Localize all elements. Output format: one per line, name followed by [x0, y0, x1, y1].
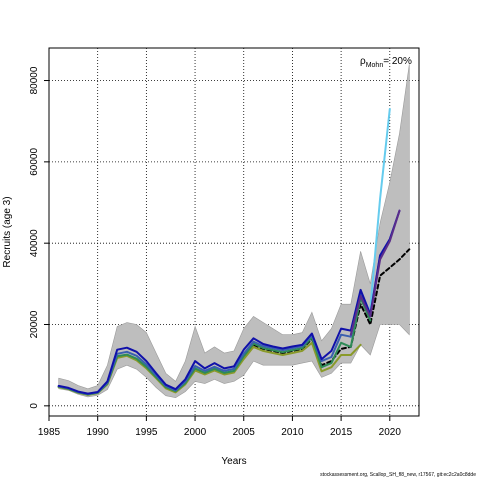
- y-tick-label: 20000: [29, 310, 40, 338]
- x-tick-label: 1985: [38, 427, 61, 438]
- x-tick-label: 1990: [87, 427, 110, 438]
- x-tick-label: 2010: [281, 427, 304, 438]
- rho-value: = 20%: [383, 56, 412, 67]
- x-tick-label: 2015: [330, 427, 353, 438]
- plot-frame: [48, 47, 420, 417]
- series-line-7: [349, 209, 401, 336]
- y-tick-label: 60000: [29, 148, 40, 176]
- x-axis: 1985 1990 1995 2000 2005 2010 2015 2020: [38, 416, 401, 438]
- x-tick-label: 1995: [135, 427, 158, 438]
- x-axis-title: Years: [221, 456, 246, 467]
- y-tick-label: 0: [29, 403, 40, 409]
- series-line-5: [369, 108, 391, 310]
- rho-subscript: Mohn: [366, 62, 384, 69]
- series-line-6: [57, 209, 401, 395]
- y-tick-label: 40000: [29, 229, 40, 257]
- series-lines: [57, 108, 411, 396]
- svg-text:ρMohn= 20%: ρMohn= 20%: [360, 56, 412, 69]
- mohn-rho-annotation: ρMohn= 20%: [360, 56, 412, 69]
- confidence-band: [58, 64, 410, 399]
- confidence-band-area: [58, 64, 410, 399]
- y-axis: 0 20000 40000 60000 80000: [29, 66, 49, 409]
- x-tick-label: 2020: [379, 427, 402, 438]
- x-tick-label: 2005: [233, 427, 256, 438]
- rho-symbol: ρ: [360, 56, 366, 67]
- footer-credit: stockassessment.org, Scallop_SH_fl8_new,…: [320, 472, 476, 478]
- y-axis-title: Recruits (age 3): [2, 196, 13, 267]
- x-tick-label: 2000: [184, 427, 207, 438]
- y-tick-label: 80000: [29, 66, 40, 94]
